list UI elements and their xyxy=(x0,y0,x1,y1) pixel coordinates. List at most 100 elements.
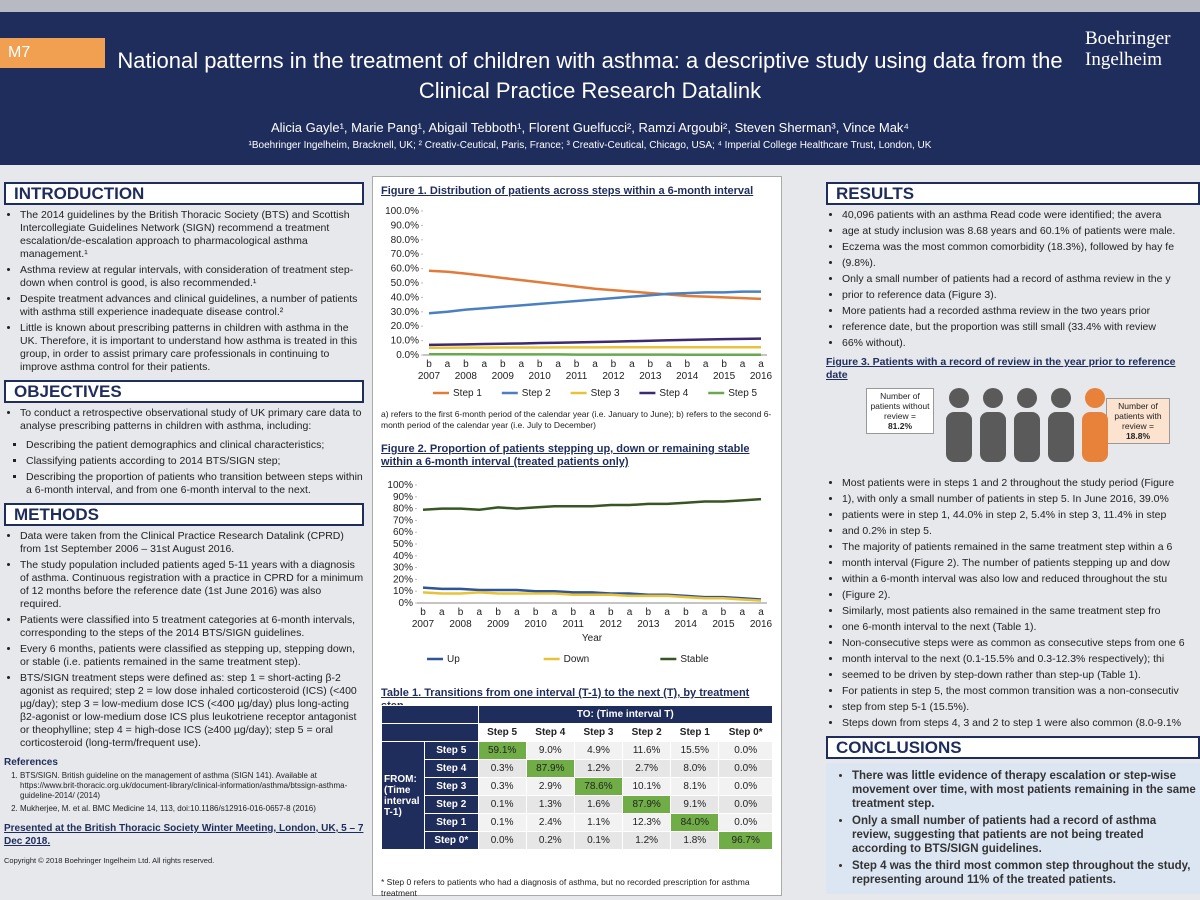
table-cell: 78.6% xyxy=(573,777,624,796)
icon-body xyxy=(980,412,1006,462)
bullet: Little is known about prescribing patter… xyxy=(20,322,364,374)
x-tick-label: a xyxy=(739,607,745,618)
x-tick-label: a xyxy=(477,607,483,618)
year-label: 2009 xyxy=(487,619,510,630)
year-label: 2011 xyxy=(566,371,588,382)
bullet: and 0.2% in step 5. xyxy=(842,525,1200,538)
year-label: 2013 xyxy=(637,619,660,630)
bullet: reference date, but the proportion was s… xyxy=(842,321,1200,334)
legend-label: Step 4 xyxy=(659,388,688,399)
icon-body xyxy=(1082,412,1108,462)
bullet: Patients were classified into 5 treatmen… xyxy=(20,614,364,640)
person-icon xyxy=(1082,388,1108,462)
x-tick-label: b xyxy=(495,607,501,618)
bullet: The 2014 guidelines by the British Thora… xyxy=(20,209,364,261)
x-tick-label: b xyxy=(721,359,727,370)
table-cell: 0.1% xyxy=(477,795,527,814)
section-heading: INTRODUCTION xyxy=(4,182,364,205)
logo-line: Boehringer xyxy=(1085,28,1171,49)
bullet: 1), with only a small number of patients… xyxy=(842,493,1200,506)
section-heading: OBJECTIVES xyxy=(4,380,364,403)
table-cell: 1.8% xyxy=(670,831,720,850)
y-tick-label: 0% xyxy=(399,598,414,609)
legend-label: Step 2 xyxy=(522,388,551,399)
legend-label: Step 5 xyxy=(728,388,757,399)
x-tick-label: b xyxy=(458,607,464,618)
y-tick-label: 70.0% xyxy=(391,249,419,260)
year-label: 2008 xyxy=(455,371,478,382)
affiliations: ¹Boehringer Ingelheim, Bracknell, UK; ² … xyxy=(248,140,932,151)
bullet-list: There was little evidence of therapy esc… xyxy=(826,769,1196,887)
x-tick-label: a xyxy=(555,359,561,370)
x-tick-label: a xyxy=(666,359,672,370)
table-row: FROM: (Time interval T-1) Step 5 59.1% 9.0%… xyxy=(381,741,773,850)
y-tick-label: 80% xyxy=(393,504,413,515)
bullet: Asthma review at regular intervals, with… xyxy=(20,264,364,290)
y-tick-label: 0.0% xyxy=(396,350,419,361)
x-tick-label: a xyxy=(592,359,598,370)
bullet: Data were taken from the Clinical Practi… xyxy=(20,530,364,556)
line xyxy=(428,290,761,315)
x-tick-label: a xyxy=(514,607,520,618)
section-heading: CONCLUSIONS xyxy=(826,736,1200,759)
row-header: Step 4 xyxy=(424,759,479,778)
bullet: 66% without). xyxy=(842,337,1200,350)
table-cell: 87.9% xyxy=(622,795,672,814)
x-tick-label: b xyxy=(648,359,654,370)
x-tick-label: b xyxy=(533,607,539,618)
bullet: Non-consecutive steps were as common as … xyxy=(842,637,1200,650)
year-label: 2015 xyxy=(713,371,736,382)
bullet-list: Describing the patient demographics and … xyxy=(4,439,364,497)
bullet: month interval (Figure 2). The number of… xyxy=(842,557,1200,570)
person-icon xyxy=(946,388,972,462)
x-tick-label: a xyxy=(629,359,635,370)
bullet: Despite treatment advances and clinical … xyxy=(20,293,364,319)
x-tick-label: b xyxy=(463,359,469,370)
line xyxy=(428,269,762,301)
table-cell: 2.9% xyxy=(525,777,575,796)
table-cell: 59.1% xyxy=(477,741,527,760)
line xyxy=(428,337,762,347)
bullet: Only a small number of patients had a re… xyxy=(842,273,1200,286)
bullet: seemed to be driven by step-down rather … xyxy=(842,669,1200,682)
table-cell: 11.6% xyxy=(622,741,672,760)
bullet: Eczema was the most common comorbidity (… xyxy=(842,241,1200,254)
table-cell: 0.0% xyxy=(718,777,773,796)
table-row: Step 4 0.3% 87.9% 1.2% 2.7% 8.0% 0.0% xyxy=(382,759,773,778)
header: M7 National patterns in the treatment of… xyxy=(0,12,1200,165)
x-tick-label: a xyxy=(518,359,524,370)
table-cell: 10.1% xyxy=(622,777,672,796)
table-cell: 0.3% xyxy=(477,759,527,778)
x-tick-label: a xyxy=(445,359,451,370)
y-tick-label: 100.0% xyxy=(385,206,419,217)
y-tick-label: 50% xyxy=(393,539,413,550)
line xyxy=(429,345,761,350)
bullet: Describing the proportion of patients wh… xyxy=(26,471,364,497)
bullet: Only a small number of patients had a re… xyxy=(852,814,1196,856)
bullet: The study population included patients a… xyxy=(20,559,364,611)
x-tick-label: b xyxy=(608,607,614,618)
table-cell: 15.5% xyxy=(670,741,720,760)
y-tick-label: 60% xyxy=(393,527,413,538)
authors: Alicia Gayle¹, Marie Pang¹, Abigail Tebb… xyxy=(270,120,910,135)
x-tick-label: a xyxy=(758,359,764,370)
table-cell: 1.2% xyxy=(573,759,624,778)
bullet: age at study inclusion was 8.68 years an… xyxy=(842,225,1200,238)
bullet: For patients in step 5, the most common … xyxy=(842,685,1200,698)
bullet: Steps down from steps 4, 3 and 2 to step… xyxy=(842,717,1200,730)
table-row: Step 2 0.1% 1.3% 1.6% 87.9% 9.1% 0.0% xyxy=(382,795,773,814)
table-cell: 9.1% xyxy=(670,795,720,814)
x-axis-title: Year xyxy=(582,633,603,644)
label-with-review: Number of patients with review = 18.8% xyxy=(1106,398,1170,444)
table-cell: 2.7% xyxy=(622,759,672,778)
icon-head xyxy=(983,388,1003,408)
x-tick-label: a xyxy=(482,359,488,370)
figure-title: Figure 3. Patients with a record of revi… xyxy=(826,356,1176,381)
bullet: patients were in step 1, 44.0% in step 2… xyxy=(842,509,1200,522)
bullet-list: Most patients were in steps 1 and 2 thro… xyxy=(826,477,1200,730)
bullet: prior to reference data (Figure 3). xyxy=(842,289,1200,302)
table-cell: 0.3% xyxy=(477,777,527,796)
table-cell: 8.1% xyxy=(670,777,720,796)
row-group-label: FROM: (Time interval T-1) xyxy=(381,741,425,850)
